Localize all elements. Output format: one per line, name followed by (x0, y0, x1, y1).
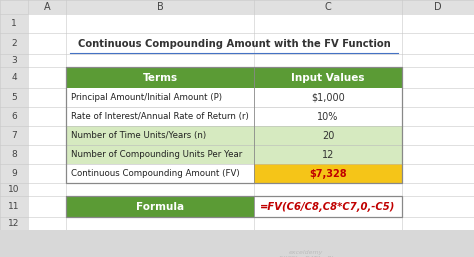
FancyBboxPatch shape (254, 107, 402, 126)
Text: 5: 5 (11, 93, 17, 102)
Text: Terms: Terms (143, 73, 178, 83)
FancyBboxPatch shape (254, 88, 402, 107)
Text: exceldemy
EXCEL · DATA · BI: exceldemy EXCEL · DATA · BI (279, 250, 333, 257)
FancyBboxPatch shape (0, 0, 474, 14)
FancyBboxPatch shape (66, 164, 254, 183)
Text: Rate of Interest/Annual Rate of Return (r): Rate of Interest/Annual Rate of Return (… (71, 112, 249, 121)
FancyBboxPatch shape (0, 107, 28, 126)
FancyBboxPatch shape (0, 217, 28, 230)
FancyBboxPatch shape (254, 145, 402, 164)
Text: 6: 6 (11, 112, 17, 121)
FancyBboxPatch shape (66, 145, 254, 164)
FancyBboxPatch shape (0, 88, 28, 107)
Text: 12: 12 (322, 150, 334, 160)
Text: Formula: Formula (136, 201, 184, 212)
Text: Continuous Compounding Amount with the FV Function: Continuous Compounding Amount with the F… (78, 39, 391, 49)
FancyBboxPatch shape (0, 196, 28, 217)
Text: 2: 2 (11, 39, 17, 48)
Text: 8: 8 (11, 150, 17, 159)
FancyBboxPatch shape (66, 88, 254, 107)
Text: 20: 20 (322, 131, 334, 141)
Text: B: B (156, 2, 164, 12)
FancyBboxPatch shape (0, 145, 28, 164)
Text: 11: 11 (8, 202, 20, 211)
FancyBboxPatch shape (254, 164, 402, 183)
FancyBboxPatch shape (254, 126, 402, 145)
Text: A: A (44, 2, 50, 12)
Text: Input Values: Input Values (291, 73, 365, 83)
Text: 9: 9 (11, 169, 17, 178)
Text: 3: 3 (11, 56, 17, 65)
Text: 10: 10 (8, 185, 20, 194)
FancyBboxPatch shape (0, 14, 28, 33)
Text: Continuous Compounding Amount (FV): Continuous Compounding Amount (FV) (71, 169, 240, 178)
FancyBboxPatch shape (66, 67, 254, 88)
FancyBboxPatch shape (0, 0, 474, 230)
Text: =FV(C6/C8,C8*C7,0,-C5): =FV(C6/C8,C8*C7,0,-C5) (260, 201, 396, 212)
FancyBboxPatch shape (0, 126, 28, 145)
Text: Number of Compounding Units Per Year: Number of Compounding Units Per Year (71, 150, 242, 159)
Text: 10%: 10% (317, 112, 339, 122)
FancyBboxPatch shape (0, 67, 28, 88)
Text: $1,000: $1,000 (311, 93, 345, 103)
FancyBboxPatch shape (0, 54, 28, 67)
Text: 12: 12 (9, 219, 20, 228)
Text: 7: 7 (11, 131, 17, 140)
FancyBboxPatch shape (66, 107, 254, 126)
Text: 4: 4 (11, 73, 17, 82)
FancyBboxPatch shape (0, 33, 28, 54)
Text: Principal Amount/Initial Amount (P): Principal Amount/Initial Amount (P) (71, 93, 222, 102)
Text: Number of Time Units/Years (n): Number of Time Units/Years (n) (71, 131, 206, 140)
FancyBboxPatch shape (254, 67, 402, 88)
FancyBboxPatch shape (254, 196, 402, 217)
FancyBboxPatch shape (0, 183, 28, 196)
Text: 1: 1 (11, 19, 17, 28)
FancyBboxPatch shape (66, 126, 254, 145)
Text: C: C (325, 2, 331, 12)
FancyBboxPatch shape (0, 164, 28, 183)
Text: $7,328: $7,328 (309, 169, 347, 179)
FancyBboxPatch shape (66, 196, 254, 217)
Text: D: D (434, 2, 442, 12)
